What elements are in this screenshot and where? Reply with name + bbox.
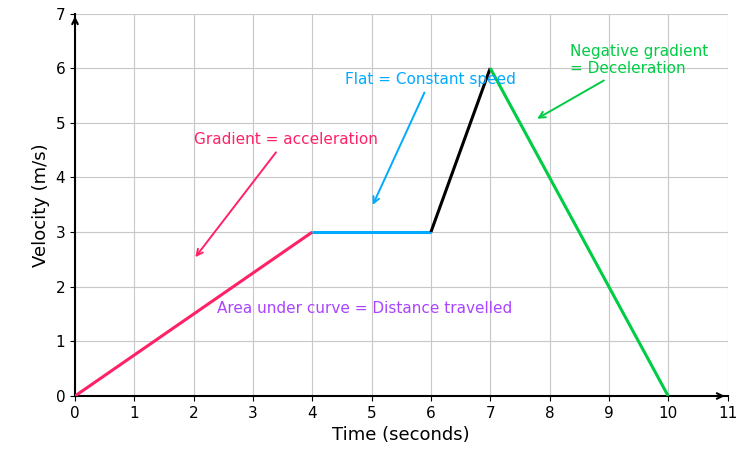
Text: Gradient = acceleration: Gradient = acceleration (194, 132, 377, 256)
Text: Flat = Constant speed: Flat = Constant speed (345, 72, 516, 203)
Y-axis label: Velocity (m/s): Velocity (m/s) (32, 143, 50, 266)
Text: Area under curve = Distance travelled: Area under curve = Distance travelled (217, 301, 512, 316)
Text: Negative gradient
= Deceleration: Negative gradient = Deceleration (539, 44, 709, 117)
X-axis label: Time (seconds): Time (seconds) (332, 426, 470, 444)
